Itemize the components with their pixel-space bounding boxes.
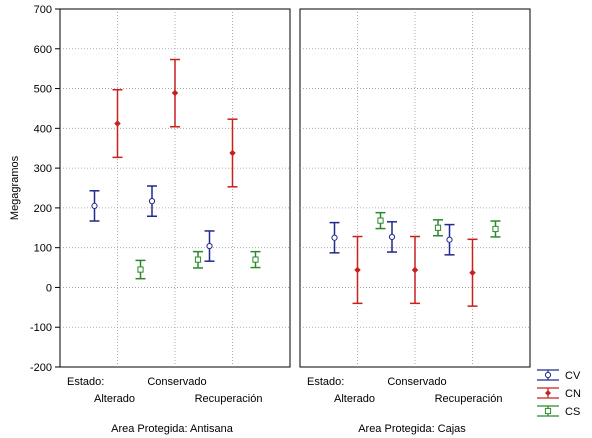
error-bar-cn	[352, 235, 363, 305]
mean-point	[206, 242, 213, 250]
error-bar-cn	[170, 58, 180, 128]
error-bar-cv	[387, 221, 397, 253]
legend-label: CV	[565, 370, 581, 382]
x-tick-label: Conservado	[387, 376, 446, 388]
panel-title: Area Protegida: Antisana	[111, 423, 234, 435]
legend-item-cv: CV	[537, 369, 581, 382]
error-bar-cv	[89, 190, 100, 222]
panel: Estado: Conservado Alterado Recuperación Are…	[299, 8, 531, 435]
factor-label: Estado:	[67, 376, 104, 388]
error-bar-cs	[375, 211, 386, 230]
mean-point	[388, 233, 396, 241]
y-tick-label: 700	[34, 4, 52, 16]
y-tick-label: 500	[34, 84, 52, 96]
x-tick-label: Recuperación	[195, 393, 263, 405]
y-tick-label: 0	[46, 282, 52, 294]
error-bar-cs	[490, 220, 501, 238]
mean-point	[252, 256, 259, 263]
mean-point	[148, 198, 156, 205]
error-bar-cv	[204, 230, 215, 262]
x-tick-label: Conservado	[147, 376, 206, 388]
error-bar-cs	[433, 219, 443, 237]
y-tick-label: -200	[30, 362, 52, 374]
mean-point	[171, 89, 179, 97]
legend-item-cs: CS	[537, 405, 580, 418]
legend-marker	[544, 371, 552, 379]
legend-marker	[545, 390, 551, 396]
panel-frame	[299, 8, 531, 368]
error-bar-cn	[227, 118, 238, 188]
legend-label: CS	[565, 406, 580, 418]
error-bar-cs	[135, 259, 146, 280]
y-tick-label: 200	[34, 203, 52, 215]
mean-point	[434, 224, 442, 231]
mean-point	[137, 266, 144, 273]
legend-item-cn: CN	[537, 387, 581, 400]
y-tick-label: -100	[30, 322, 52, 334]
x-tick-label: Alterado	[94, 393, 135, 405]
mean-point	[446, 236, 453, 243]
mean-point	[469, 269, 476, 277]
mean-point	[114, 120, 121, 127]
x-tick-label: Recuperación	[435, 393, 503, 405]
x-tick-label: Alterado	[334, 393, 375, 405]
y-tick-label: 300	[34, 163, 52, 175]
panel-title: Area Protegida: Cajas	[358, 423, 466, 435]
error-bar-cv	[147, 185, 157, 217]
legend-label: CN	[565, 388, 581, 400]
error-bar-cs	[193, 250, 203, 269]
error-bar-cv	[444, 223, 455, 256]
error-bar-cn	[467, 238, 478, 307]
legend-marker	[544, 407, 552, 415]
y-tick-label: 600	[34, 44, 52, 56]
mean-point	[229, 149, 236, 157]
panel: Estado: Conservado Alterado Recuperación Are…	[59, 8, 291, 435]
mean-point	[492, 225, 499, 233]
error-bar-cs	[250, 250, 261, 269]
y-axis-label: Megagramos	[9, 155, 21, 220]
error-bar-cn	[112, 88, 123, 159]
mean-point	[194, 256, 202, 263]
mean-point	[411, 266, 419, 274]
factor-label: Estado:	[307, 376, 344, 388]
mean-point	[377, 217, 384, 224]
y-tick-label: 400	[34, 123, 52, 135]
error-bar-cv	[329, 221, 340, 254]
mean-point	[91, 202, 98, 209]
error-bar-cn	[410, 235, 420, 305]
mean-point	[331, 234, 338, 241]
mean-point	[354, 266, 361, 274]
y-tick-label: 100	[34, 243, 52, 255]
